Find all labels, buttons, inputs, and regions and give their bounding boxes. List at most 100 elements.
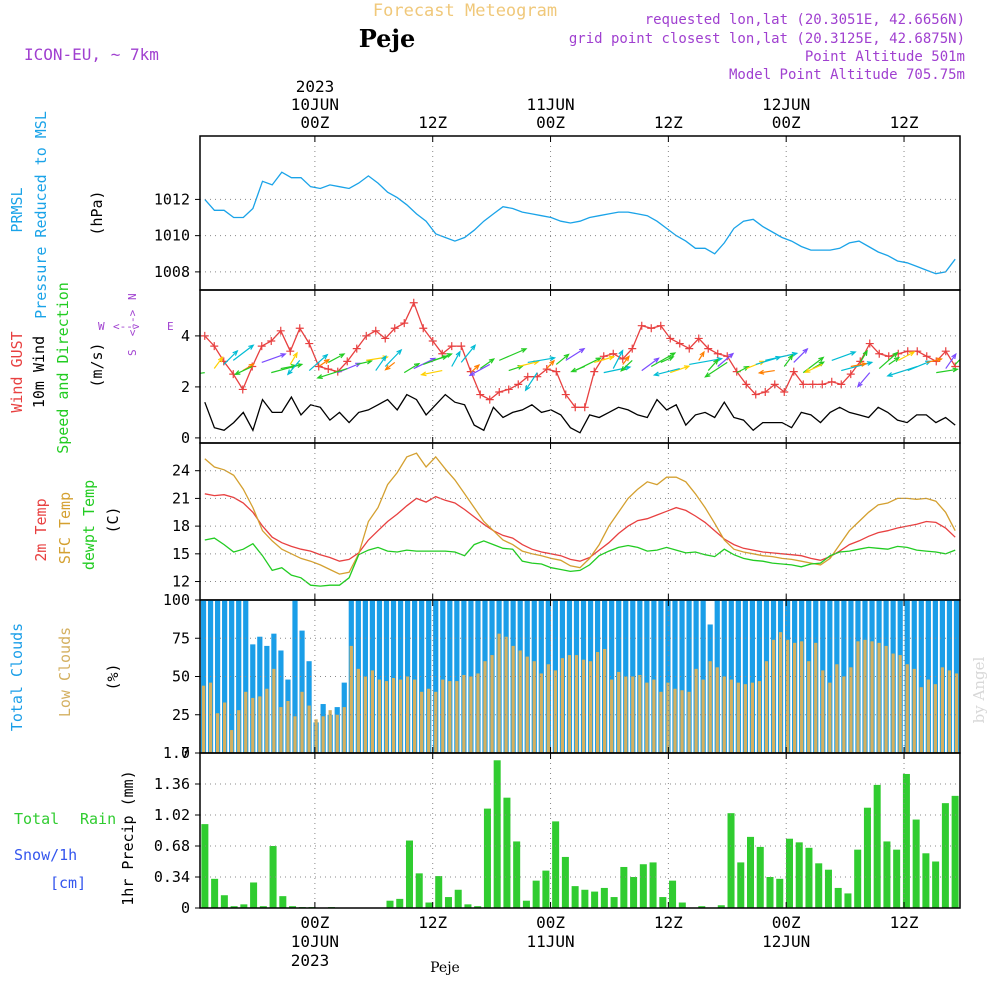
rain-bar — [893, 849, 901, 908]
rain-bar — [444, 897, 452, 908]
wind-arrowhead — [668, 356, 675, 361]
rain-bar — [542, 870, 550, 908]
compass-w: W — [98, 320, 105, 333]
bottom-hour-label: 00Z — [300, 913, 329, 932]
panels: 1008101010120241215182124025507510000.34… — [154, 135, 961, 917]
total-cloud-bar — [756, 600, 763, 753]
rain-bar — [766, 877, 774, 908]
wind-arrowhead — [757, 369, 765, 375]
wind-arrowhead — [455, 350, 461, 357]
wind-arrow — [479, 358, 495, 370]
wind-arrow — [926, 358, 942, 364]
temperature-ytick-label: 24 — [172, 462, 190, 480]
rain-bar — [824, 869, 832, 908]
wind-arrowhead — [446, 353, 453, 358]
low-cloud-bar — [863, 639, 867, 753]
gust-marker — [751, 390, 760, 399]
wind-arrowhead — [549, 356, 557, 362]
gust-marker — [808, 380, 817, 389]
low-cloud-bar — [349, 645, 353, 753]
wind-arrow — [857, 372, 871, 387]
low-cloud-bar — [610, 679, 614, 753]
top-hour-label: 00Z — [536, 113, 565, 132]
wind-arrowhead — [322, 353, 329, 360]
precip-unit-label: 1hr Precip (mm) — [119, 770, 137, 905]
wind-arrow — [878, 352, 898, 369]
wind-arrow — [717, 353, 734, 367]
low-cloud-bar — [321, 716, 325, 753]
low-cloud-bar — [722, 676, 726, 753]
low-cloud-bar — [933, 684, 937, 753]
rain-bar — [902, 773, 910, 908]
bottom-date-label: 11JUN — [526, 932, 574, 951]
gust-marker — [780, 388, 789, 396]
total-cloud-bar — [390, 600, 397, 753]
gust-marker — [514, 380, 523, 389]
wind-arrow — [831, 351, 856, 361]
wind-arrowhead — [549, 359, 556, 366]
low-cloud-bar — [877, 642, 881, 753]
low-cloud-bar — [307, 705, 311, 753]
compass-rose: W <--> E N <--> S — [98, 293, 174, 356]
low-cloud-bar — [483, 661, 487, 753]
wind-arrowhead — [286, 369, 293, 376]
wind-arrow — [499, 348, 527, 361]
rain-bar — [785, 838, 793, 908]
rain-bar — [474, 906, 482, 908]
wind-arrow — [936, 368, 958, 374]
gust-marker — [561, 390, 570, 399]
low-cloud-bar — [588, 661, 593, 753]
panel-precipitation: 0 0.34 0.68 1.02 1.36 1.7 — [154, 744, 961, 917]
temperature-ytick-label: 18 — [172, 517, 190, 535]
low-cloud-bar — [511, 645, 515, 753]
total-rain-label: Total — [14, 810, 59, 828]
gust-marker — [485, 395, 494, 404]
compass-s: S — [126, 349, 139, 356]
wind-arrow — [594, 356, 614, 363]
total-cloud-bar — [665, 600, 671, 753]
low-cloud-bar — [821, 670, 825, 753]
bottom-hour-label: 12Z — [418, 913, 447, 932]
gust-marker — [704, 344, 713, 353]
low-cloud-bar — [286, 700, 290, 753]
temp-unit-label: (C) — [104, 506, 122, 533]
gust-marker — [694, 334, 703, 343]
low-cloud-bar — [497, 633, 501, 753]
rain-bar — [630, 877, 638, 908]
rain-bar — [483, 808, 491, 908]
wind-arrow — [620, 359, 633, 372]
total-cloud-bar — [728, 600, 734, 753]
wind-arrow — [859, 350, 868, 363]
wind-arrowhead — [791, 351, 799, 357]
rain-bar — [289, 906, 297, 908]
wind-arrowhead — [713, 358, 719, 365]
gust-marker — [656, 321, 665, 330]
rain-bar — [659, 897, 667, 908]
total-cloud-bar — [644, 600, 650, 753]
low-cloud-bar — [201, 685, 206, 753]
wind-arrowhead — [802, 347, 809, 354]
wind-arrow — [403, 363, 420, 374]
wind-arrow — [327, 353, 345, 363]
low-cloud-bar — [420, 691, 424, 753]
pressure-plot-area — [204, 171, 956, 275]
total-cloud-bar — [257, 636, 263, 753]
low-cloud-bar — [708, 661, 712, 753]
wind-arrow — [765, 352, 797, 361]
clouds-ytick-label: 0 — [181, 744, 190, 762]
wind-arrow — [384, 349, 402, 367]
low-cloud-bar — [223, 702, 227, 753]
low-cloud-bar — [314, 719, 318, 753]
total-cloud-bar — [609, 600, 615, 753]
wind-arrowhead — [468, 371, 475, 377]
rain-bar — [581, 889, 589, 908]
gust-marker — [305, 339, 314, 348]
wind-arrow — [200, 372, 205, 374]
rain-bar — [561, 856, 569, 908]
low-cloud-bar — [856, 641, 860, 753]
low-cloud-bar — [328, 710, 332, 753]
panel-wind: 0 2 4 — [181, 289, 961, 447]
gust-marker — [210, 342, 219, 351]
wind-arrow — [271, 363, 302, 374]
